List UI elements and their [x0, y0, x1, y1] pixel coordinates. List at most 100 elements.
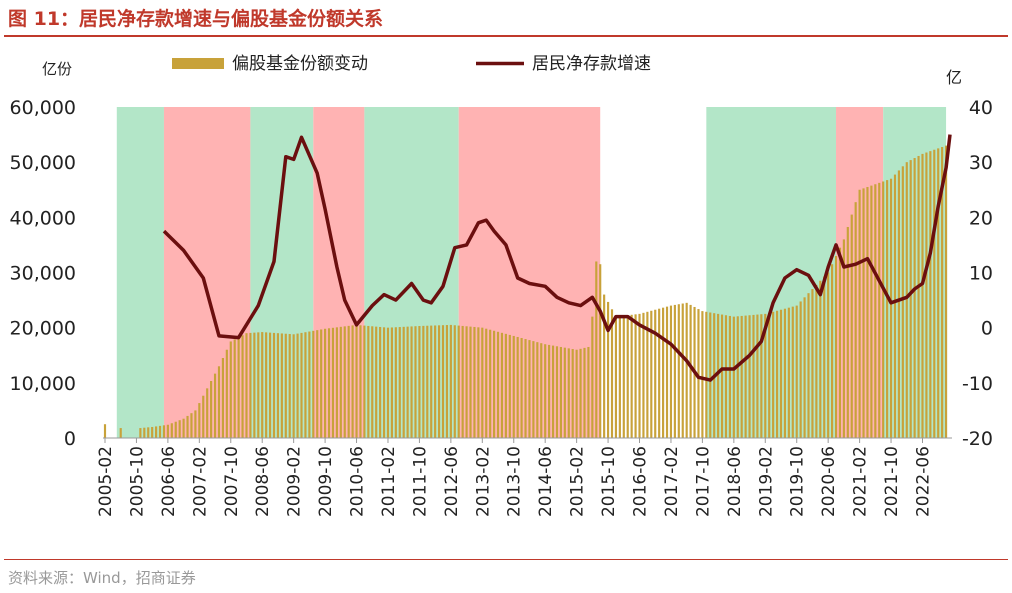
left-axis-ticks: 0 10,000 20,000 30,000 40,000 50,000 60,000	[10, 97, 76, 450]
bar-24269	[921, 153, 924, 438]
bar-24183	[583, 347, 586, 438]
bar-24262	[893, 174, 897, 438]
bar-24188	[603, 294, 606, 438]
bar-24196	[634, 314, 637, 438]
bar-24208	[681, 303, 684, 438]
bar-24142	[422, 325, 425, 438]
bar-24094	[233, 339, 236, 438]
bar-24204	[665, 306, 669, 438]
bar-24256	[870, 185, 873, 438]
x-tick-label: 2005-10	[127, 446, 147, 517]
bar-24177	[559, 346, 562, 438]
bar-24138	[406, 326, 409, 438]
left-tick-label: 60,000	[10, 97, 76, 119]
bar-24261	[889, 178, 893, 438]
bar-24124	[351, 325, 354, 438]
left-tick-label: 10,000	[10, 373, 76, 395]
bar-24167	[520, 338, 523, 438]
x-tick-label: 2013-10	[505, 446, 525, 517]
bar-24243	[819, 280, 822, 438]
bar-24173	[544, 344, 547, 438]
bar-24224	[744, 315, 747, 438]
bar-24247	[834, 255, 838, 438]
bar-24214	[705, 311, 708, 438]
bar-24219	[724, 315, 728, 438]
bar-24253	[858, 189, 861, 438]
bar-24114	[312, 330, 315, 438]
bar-24230	[768, 312, 771, 438]
x-tick-label: 2014-06	[536, 446, 556, 517]
bar-24165	[512, 335, 515, 438]
bar-24159	[489, 329, 492, 438]
bar-24154	[469, 326, 472, 438]
bar-24193	[622, 315, 625, 438]
x-tick-label: 2021-10	[882, 446, 902, 517]
bar-24239	[803, 297, 806, 438]
bar-24228	[760, 314, 763, 438]
bar-24202	[658, 308, 661, 438]
x-tick-label: 2019-02	[756, 446, 776, 517]
left-tick-label: 20,000	[10, 318, 76, 340]
bar-24174	[548, 344, 551, 438]
bar-24198	[642, 312, 645, 438]
bar-24109	[292, 334, 295, 438]
bar-24200	[650, 310, 653, 438]
bar-24105	[276, 333, 280, 438]
bar-24249	[842, 239, 845, 438]
bar-24130	[375, 326, 378, 438]
bar-24266	[909, 160, 912, 439]
bar-24207	[677, 304, 680, 438]
bar-24209	[685, 302, 688, 438]
bar-24102	[265, 332, 268, 438]
bar-24190	[610, 309, 614, 438]
bar-24135	[394, 327, 397, 438]
legend: 偏股基金份额变动 居民净存款增速	[172, 54, 651, 74]
bar-24082	[186, 415, 189, 438]
bar-24166	[516, 336, 519, 438]
bar-24223	[740, 315, 743, 438]
bar-24240	[807, 293, 810, 438]
bar-24088	[210, 380, 213, 438]
bar-24206	[673, 304, 676, 438]
bar-24155	[473, 326, 476, 438]
x-tick-label: 2017-10	[693, 446, 713, 517]
left-axis-label: 亿份	[42, 60, 72, 78]
right-tick-label: -20	[962, 428, 993, 450]
bar-24163	[504, 333, 507, 438]
x-tick-label: 2008-06	[253, 446, 273, 517]
bar-24272	[933, 149, 936, 439]
x-tick-label: 2009-02	[285, 446, 305, 517]
bar-24098	[249, 332, 252, 438]
bar-24075	[158, 425, 162, 438]
bar-24197	[638, 313, 641, 438]
bar-24153	[465, 326, 468, 438]
bar-24157	[481, 327, 484, 438]
x-tick-label: 2015-02	[568, 446, 588, 517]
x-tick-label: 2018-06	[725, 446, 745, 517]
bar-24097	[245, 333, 248, 438]
bar-24147	[441, 325, 445, 438]
x-tick-label: 2015-10	[599, 446, 619, 517]
bar-24260	[886, 180, 889, 439]
bar-series	[103, 145, 948, 439]
bar-24217	[717, 313, 720, 438]
x-tick-label: 2007-10	[222, 446, 242, 517]
bar-24181	[575, 349, 578, 438]
x-tick-label: 2009-10	[316, 446, 336, 517]
bar-24233	[779, 309, 783, 438]
shaded-period-1	[163, 107, 251, 438]
bar-24078	[170, 423, 173, 438]
bar-24218	[720, 314, 724, 438]
bar-24160	[493, 330, 496, 438]
right-tick-label: 10	[969, 263, 993, 285]
bar-24095	[237, 337, 240, 438]
bar-24242	[815, 284, 818, 438]
bar-24145	[434, 325, 437, 438]
bar-24120	[335, 327, 338, 438]
bar-24268	[917, 155, 920, 438]
bar-24100	[257, 332, 260, 438]
x-tick-label: 2017-02	[662, 446, 682, 517]
bar-24101	[261, 332, 264, 438]
bar-24092	[225, 349, 228, 438]
bar-24248	[838, 247, 842, 438]
